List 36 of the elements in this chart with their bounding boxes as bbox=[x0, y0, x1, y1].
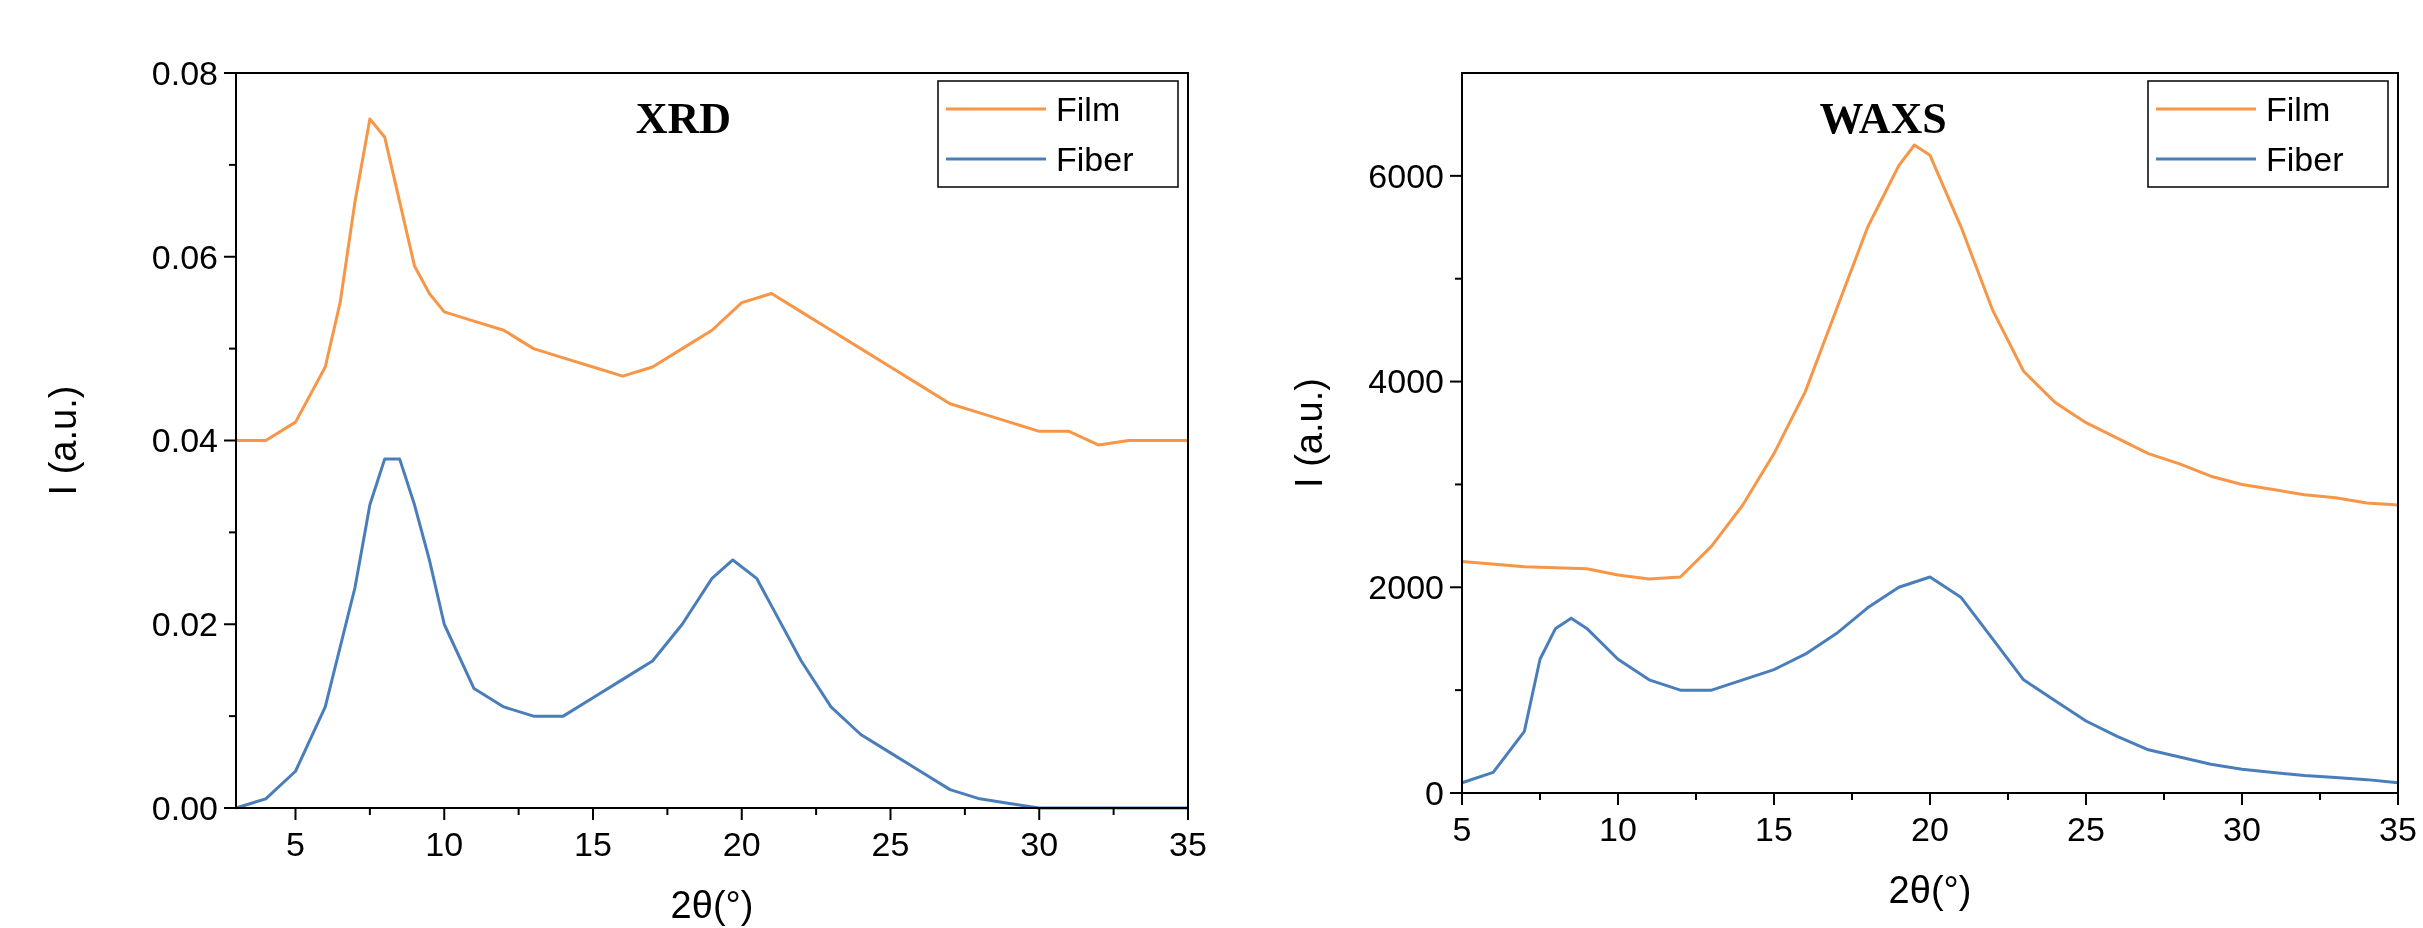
x-tick-label: 35 bbox=[1169, 825, 1207, 863]
x-tick-label: 5 bbox=[1452, 810, 1472, 848]
y-tick-label: 0.06 bbox=[151, 237, 218, 276]
x-tick-label: 15 bbox=[1755, 810, 1793, 848]
y-tick-label: 0.08 bbox=[151, 53, 218, 92]
y-tick-label: 0.00 bbox=[151, 788, 218, 827]
legend-label: Film bbox=[2266, 89, 2331, 128]
line-series bbox=[1460, 575, 2400, 785]
y-tick-label: 0.04 bbox=[151, 421, 218, 460]
x-tick-label: 10 bbox=[1599, 810, 1637, 848]
y-tick-label: 4000 bbox=[1368, 362, 1444, 401]
y-tick-label: 6000 bbox=[1368, 156, 1444, 195]
x-axis-title: 2θ(°) bbox=[1888, 869, 1972, 911]
x-tick-label: 25 bbox=[2067, 810, 2105, 848]
y-axis-title: I (a.u.) bbox=[42, 385, 84, 496]
line-series bbox=[234, 457, 1190, 810]
x-tick-label: 20 bbox=[1911, 810, 1949, 848]
x-axis-title: 2θ(°) bbox=[670, 884, 754, 926]
y-axis-title: I (a.u.) bbox=[1288, 378, 1330, 488]
y-tick-label: 0.02 bbox=[151, 605, 218, 644]
text: WAXS bbox=[1819, 94, 1947, 143]
x-tick-label: 10 bbox=[425, 825, 464, 863]
x-tick-label: 25 bbox=[871, 825, 910, 863]
legend-label: Fiber bbox=[2266, 139, 2344, 178]
legend-label: Fiber bbox=[1056, 139, 1134, 178]
y-tick-label: 2000 bbox=[1368, 568, 1444, 607]
line-series bbox=[1460, 143, 2400, 581]
x-tick-label: 30 bbox=[1020, 825, 1059, 863]
text: XRD bbox=[635, 94, 732, 143]
x-tick-label: 30 bbox=[2223, 810, 2261, 848]
legend-label: Film bbox=[1056, 89, 1121, 128]
x-tick-label: 20 bbox=[722, 825, 761, 863]
y-tick-label: 0 bbox=[1425, 773, 1444, 812]
x-tick-label: 5 bbox=[286, 825, 305, 863]
x-tick-label: 35 bbox=[2379, 810, 2417, 848]
x-tick-label: 15 bbox=[574, 825, 612, 863]
